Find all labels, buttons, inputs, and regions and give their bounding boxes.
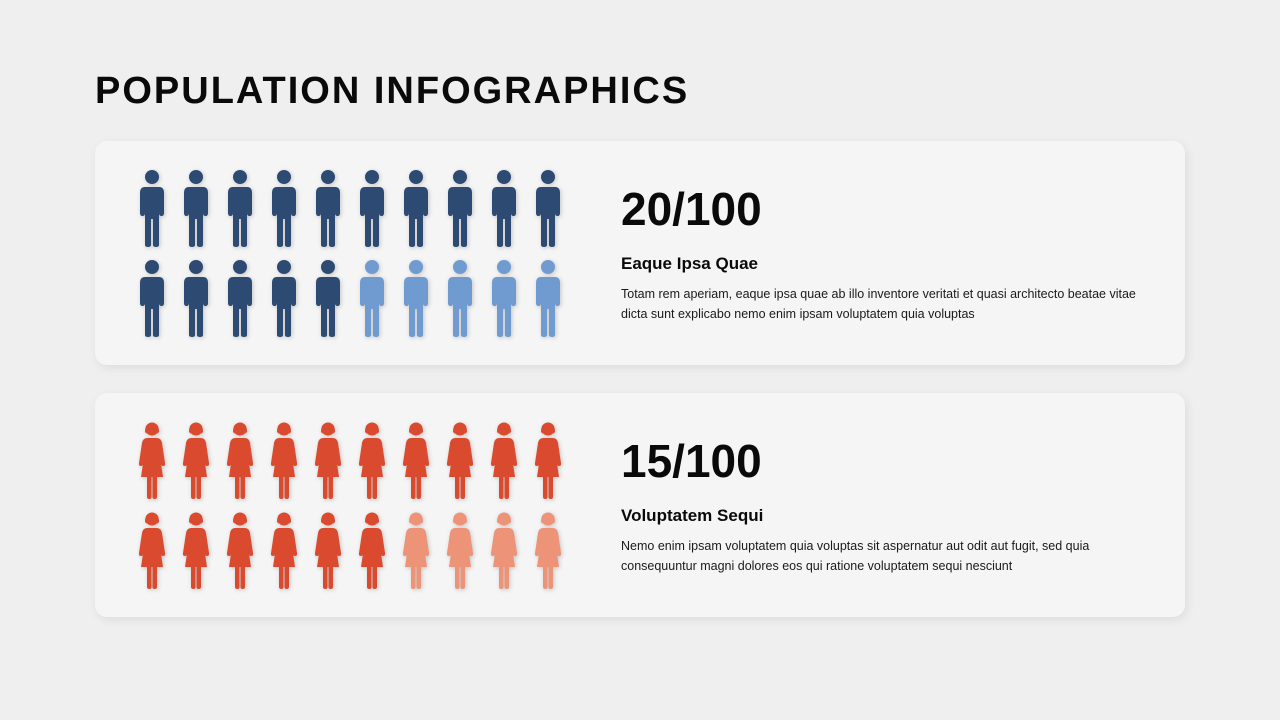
male-person-icon [267,259,301,337]
female-person-icon [355,511,389,589]
people-pictograph [135,169,565,337]
female-person-icon [487,511,521,589]
female-person-icon [135,421,169,499]
stat-value: 15/100 [621,434,1145,488]
female-person-icon [531,511,565,589]
female-person-icon [531,421,565,499]
female-person-icon [443,421,477,499]
male-person-icon [531,259,565,337]
male-person-icon [443,169,477,247]
male-person-icon [179,259,213,337]
female-person-icon [487,421,521,499]
people-row [135,511,565,589]
card-description: Totam rem aperiam, eaque ipsa quae ab il… [621,284,1145,324]
female-person-icon [223,421,257,499]
male-person-icon [311,259,345,337]
male-person-icon [443,259,477,337]
card-subtitle: Eaque Ipsa Quae [621,254,1145,274]
male-person-icon [311,169,345,247]
page-title: POPULATION INFOGRAPHICS [95,70,1185,113]
stat-value: 20/100 [621,182,1145,236]
female-person-icon [179,421,213,499]
male-person-icon [399,169,433,247]
people-pictograph [135,421,565,589]
male-person-icon [135,259,169,337]
cards-container: 20/100 Eaque Ipsa Quae Totam rem aperiam, … [95,141,1185,617]
female-person-icon [223,511,257,589]
female-person-icon [267,421,301,499]
card-description: Nemo enim ipsam voluptatem quia voluptas… [621,536,1145,576]
male-person-icon [531,169,565,247]
male-person-icon [223,259,257,337]
male-person-icon [487,169,521,247]
female-person-icon [399,421,433,499]
female-person-icon [311,421,345,499]
card-subtitle: Voluptatem Sequi [621,506,1145,526]
female-person-icon [267,511,301,589]
male-person-icon [355,169,389,247]
male-person-icon [267,169,301,247]
card-info: 15/100 Voluptatem Sequi Nemo enim ipsam vo… [621,434,1145,576]
male-person-icon [135,169,169,247]
infographic-card: 20/100 Eaque Ipsa Quae Totam rem aperiam, … [95,141,1185,365]
card-info: 20/100 Eaque Ipsa Quae Totam rem aperiam, … [621,182,1145,324]
female-person-icon [355,421,389,499]
infographic-card: 15/100 Voluptatem Sequi Nemo enim ipsam vo… [95,393,1185,617]
female-person-icon [135,511,169,589]
female-person-icon [399,511,433,589]
female-person-icon [443,511,477,589]
people-row [135,169,565,247]
male-person-icon [355,259,389,337]
male-person-icon [399,259,433,337]
people-row [135,421,565,499]
male-person-icon [223,169,257,247]
female-person-icon [311,511,345,589]
male-person-icon [487,259,521,337]
people-row [135,259,565,337]
male-person-icon [179,169,213,247]
female-person-icon [179,511,213,589]
